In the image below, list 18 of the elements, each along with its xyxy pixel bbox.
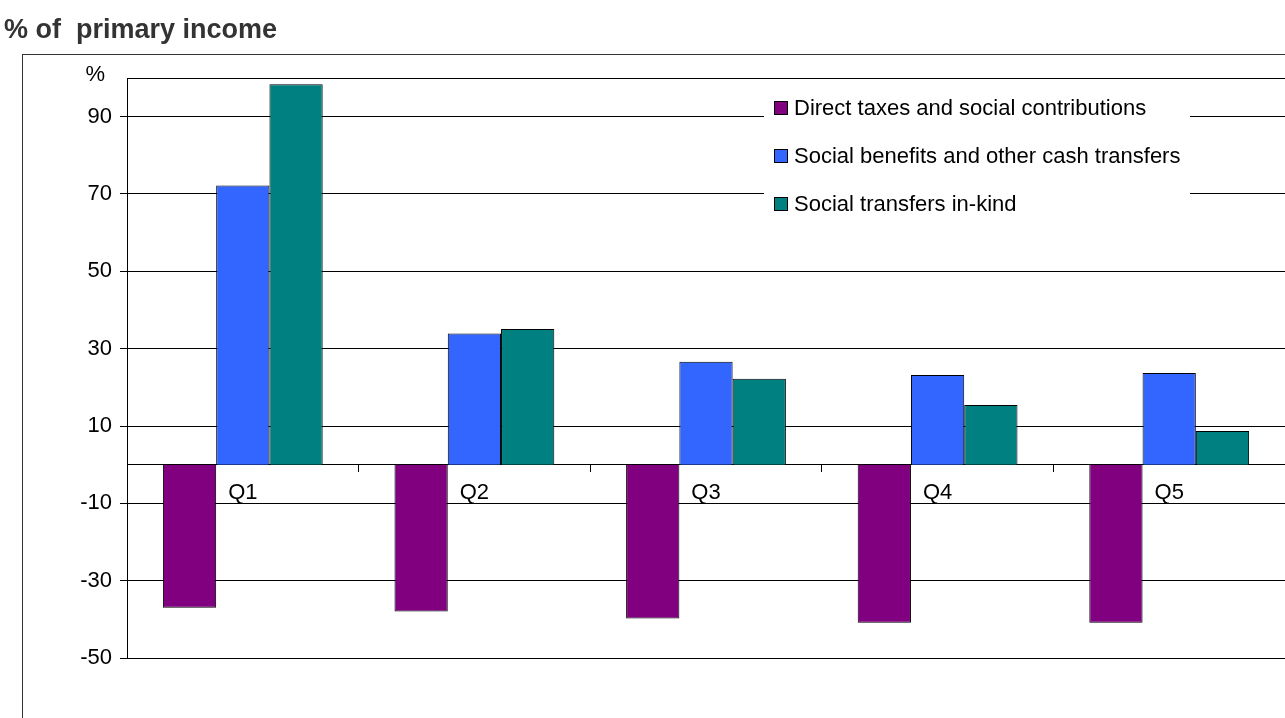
y-tick-label: 70 [87,180,112,206]
y-tick-label: 90 [87,102,112,128]
legend-label: Social benefits and other cash transfers [794,143,1181,169]
y-tick-label: -30 [80,566,112,592]
y-axis-title: % [85,61,105,87]
y-tick-label: 30 [87,334,112,360]
x-tick-label: Q5 [1154,478,1184,504]
y-tick-label: -50 [80,644,112,670]
x-tick-label: Q2 [459,478,490,504]
y-tick-label: 10 [87,412,112,438]
y-tick-label: -10 [80,489,112,515]
x-tick-label: Q3 [691,478,721,504]
legend-label: Direct taxes and social contributions [794,95,1147,121]
x-tick-label: Q1 [228,478,258,504]
y-tick-label: 50 [87,257,112,283]
chart-title: % of primary income [4,14,278,45]
x-tick-label: Q4 [922,478,953,504]
legend-label: Social transfers in-kind [794,191,1017,217]
